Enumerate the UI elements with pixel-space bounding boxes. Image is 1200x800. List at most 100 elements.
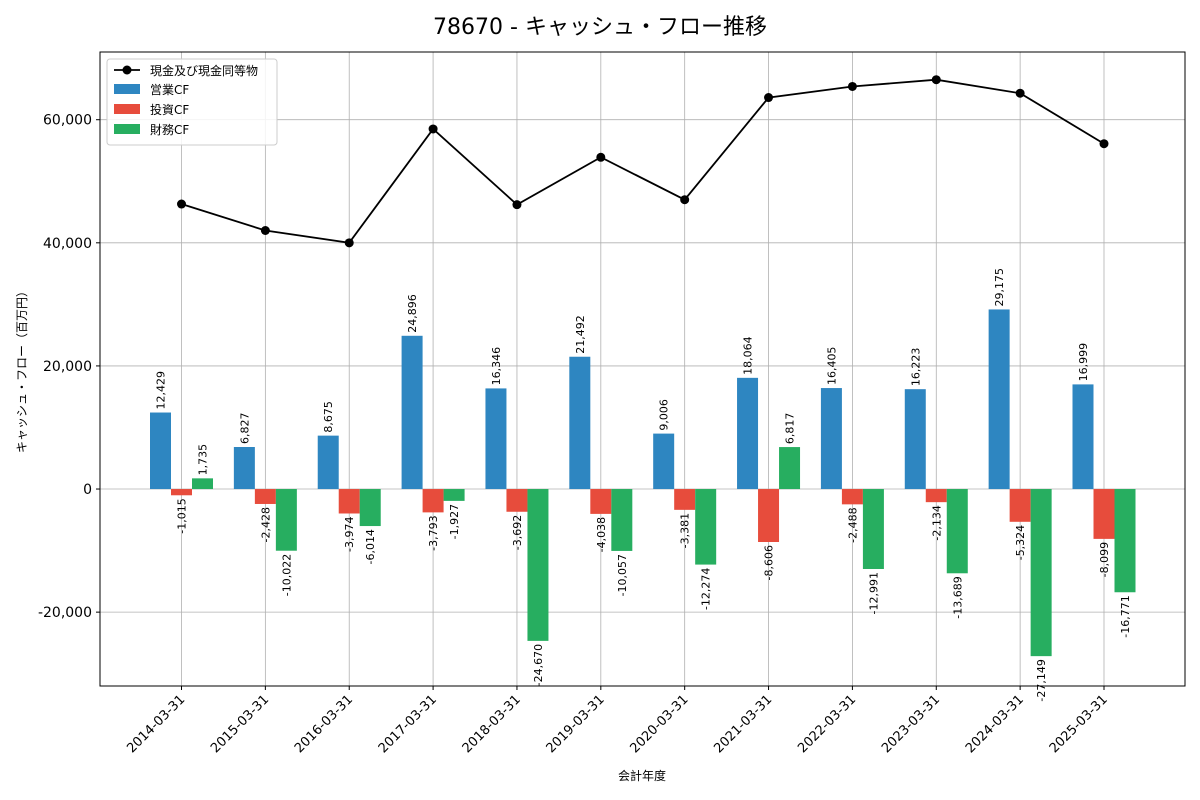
x-tick-label: 2016-03-31 bbox=[292, 692, 356, 756]
x-axis-label: 会計年度 bbox=[618, 768, 666, 783]
bar-labels-layer: 12,429 6,827 8,675 24,896 16,346 21,492 9,006 1… bbox=[155, 268, 1133, 702]
bar-value-label: 6,817 bbox=[784, 413, 797, 445]
y-tick-label: 40,000 bbox=[43, 236, 92, 252]
x-tick-label: 2024-03-31 bbox=[963, 692, 1027, 756]
bars-layer bbox=[150, 309, 1136, 657]
bar-financing-cf bbox=[1114, 489, 1136, 593]
cash-equivalents-point bbox=[931, 75, 941, 85]
x-tick-label: 2020-03-31 bbox=[627, 692, 691, 756]
bar-operating-cf bbox=[569, 356, 591, 490]
bar-financing-cf bbox=[611, 489, 633, 551]
legend-box bbox=[106, 58, 278, 146]
y-axis-ticks: -20,000 0 20,000 40,000 60,000 bbox=[38, 113, 100, 621]
bar-operating-cf bbox=[737, 377, 759, 490]
bar-value-label: -6,014 bbox=[364, 529, 377, 564]
y-axis-label: キャッシュ・フロー（百万円） bbox=[15, 285, 29, 453]
bar-value-label: 16,223 bbox=[909, 348, 922, 387]
bar-investing-cf bbox=[841, 489, 863, 505]
bar-investing-cf bbox=[758, 489, 780, 543]
y-tick-label: 0 bbox=[83, 482, 92, 498]
bar-value-label: -10,057 bbox=[616, 554, 629, 596]
bar-value-label: -3,974 bbox=[343, 516, 356, 551]
bar-value-label: -3,793 bbox=[427, 515, 440, 550]
legend-bar-swatch bbox=[114, 84, 140, 94]
bar-operating-cf bbox=[988, 309, 1010, 490]
cash-equivalents-point bbox=[260, 226, 270, 236]
bar-value-label: 29,175 bbox=[993, 268, 1006, 307]
bar-value-label: -24,670 bbox=[532, 644, 545, 686]
bar-value-label: -16,771 bbox=[1119, 595, 1132, 637]
cash-equivalents-point bbox=[680, 195, 690, 205]
bar-investing-cf bbox=[171, 489, 192, 496]
bar-value-label: 6,827 bbox=[238, 413, 251, 445]
bar-investing-cf bbox=[674, 489, 696, 510]
legend-label: 営業CF bbox=[150, 83, 189, 97]
bar-value-label: -2,428 bbox=[259, 507, 272, 542]
bar-value-label: -2,134 bbox=[930, 505, 943, 540]
cash-equivalents-point bbox=[512, 200, 522, 210]
cash-equivalents-point bbox=[764, 93, 774, 103]
cash-equivalents-point bbox=[847, 81, 857, 91]
x-tick-label: 2017-03-31 bbox=[376, 692, 440, 756]
bar-operating-cf bbox=[317, 435, 339, 490]
bar-investing-cf bbox=[254, 489, 276, 504]
bar-value-label: -3,692 bbox=[511, 515, 524, 550]
x-tick-label: 2014-03-31 bbox=[124, 692, 188, 756]
bar-operating-cf bbox=[233, 447, 255, 490]
cash-equivalents-point bbox=[344, 238, 354, 248]
bar-investing-cf bbox=[422, 489, 444, 513]
bar-operating-cf bbox=[653, 433, 675, 490]
bar-value-label: 12,429 bbox=[155, 371, 168, 410]
bar-operating-cf bbox=[1072, 384, 1094, 490]
bar-value-label: 18,064 bbox=[742, 336, 755, 375]
cash-equivalents-point bbox=[428, 124, 438, 134]
x-tick-label: 2025-03-31 bbox=[1047, 692, 1111, 756]
cash-equivalents-point bbox=[596, 152, 606, 162]
bar-value-label: -5,324 bbox=[1014, 525, 1027, 560]
bar-value-label: 16,405 bbox=[825, 347, 838, 386]
bar-financing-cf bbox=[779, 447, 801, 490]
bar-value-label: 21,492 bbox=[574, 315, 587, 354]
bar-operating-cf bbox=[150, 412, 171, 490]
bar-value-label: -10,022 bbox=[280, 554, 293, 596]
cash-equivalents-point bbox=[1015, 88, 1025, 98]
bar-financing-cf bbox=[862, 489, 884, 569]
bar-value-label: -12,991 bbox=[867, 572, 880, 614]
bar-financing-cf bbox=[695, 489, 717, 565]
legend-marker-swatch bbox=[122, 65, 132, 75]
legend-label: 財務CF bbox=[150, 122, 189, 137]
bar-value-label: -3,381 bbox=[679, 513, 692, 548]
x-tick-label: 2018-03-31 bbox=[460, 692, 524, 756]
bar-investing-cf bbox=[925, 489, 947, 503]
grid-layer bbox=[100, 52, 1185, 686]
cash-equivalents-point bbox=[1099, 139, 1109, 149]
bar-financing-cf bbox=[192, 478, 213, 490]
x-tick-label: 2019-03-31 bbox=[544, 692, 608, 756]
bar-operating-cf bbox=[401, 335, 423, 490]
bar-value-label: 16,346 bbox=[490, 347, 503, 386]
x-tick-label: 2022-03-31 bbox=[795, 692, 859, 756]
bar-value-label: 1,735 bbox=[197, 444, 210, 476]
bar-financing-cf bbox=[1030, 489, 1052, 657]
x-axis-ticks: 2014-03-31 2015-03-31 2016-03-31 2017-03-31… bbox=[124, 686, 1111, 756]
x-tick-label: 2023-03-31 bbox=[879, 692, 943, 756]
legend-bar-swatch bbox=[114, 104, 140, 114]
bar-investing-cf bbox=[590, 489, 612, 514]
bar-value-label: -8,099 bbox=[1098, 542, 1111, 577]
bar-financing-cf bbox=[443, 489, 465, 501]
cash-equivalents-point bbox=[177, 199, 186, 209]
bar-value-label: -27,149 bbox=[1035, 659, 1048, 701]
bar-operating-cf bbox=[485, 388, 507, 490]
bar-value-label: 8,675 bbox=[322, 401, 335, 433]
bar-investing-cf bbox=[338, 489, 360, 514]
bar-investing-cf bbox=[1009, 489, 1031, 522]
bar-value-label: -4,038 bbox=[595, 517, 608, 552]
plot-frame bbox=[99, 51, 1186, 687]
line-layer bbox=[177, 75, 1109, 248]
bar-operating-cf bbox=[904, 389, 926, 490]
bar-value-label: 24,896 bbox=[406, 294, 419, 333]
y-tick-label: 60,000 bbox=[43, 113, 92, 129]
bar-value-label: -12,274 bbox=[700, 568, 713, 610]
